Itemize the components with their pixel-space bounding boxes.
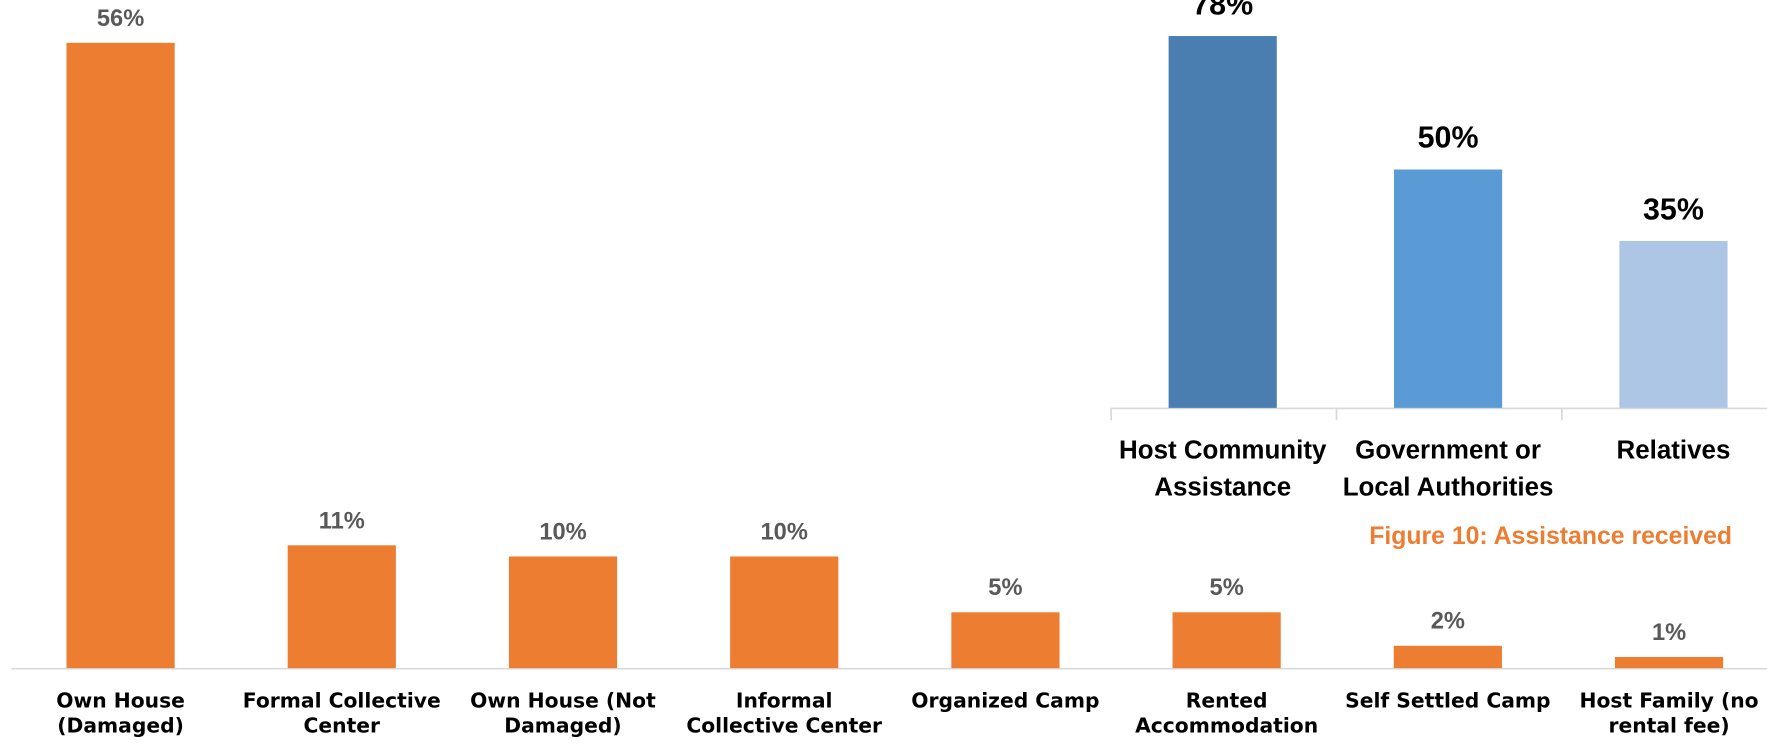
bar [508, 556, 618, 669]
value-label: 10% [539, 519, 587, 546]
category-label: Host Community Assistance [1119, 434, 1327, 502]
bar [287, 545, 396, 669]
category-label: Government or Local Authorities [1342, 434, 1554, 502]
bar [1393, 645, 1502, 669]
category-label: Own House (Damaged) [56, 689, 185, 738]
bar [951, 612, 1060, 669]
bar [1168, 36, 1277, 408]
value-label: 5% [1209, 575, 1244, 602]
bar [730, 556, 839, 669]
bar [66, 42, 175, 669]
bar [1393, 169, 1503, 408]
category-label: Host Family (no rental fee) [1579, 689, 1759, 738]
value-label: 10% [760, 519, 808, 546]
category-label: Relatives [1616, 434, 1731, 465]
category-label: Formal Collective Center [242, 689, 441, 738]
category-label: Organized Camp [911, 689, 1100, 714]
category-label: Rented Accommodation [1135, 689, 1319, 738]
figure-caption: Figure 10: Assistance received [1369, 521, 1733, 550]
category-label: Self Settled Camp [1345, 689, 1551, 714]
bar [1619, 241, 1728, 408]
category-label: Own House (Not Damaged) [470, 689, 656, 738]
bar [1614, 656, 1724, 669]
value-label: 56% [96, 5, 145, 32]
value-label: 50% [1417, 121, 1479, 155]
value-label: 1% [1651, 619, 1687, 646]
value-label: 78% [1192, 0, 1254, 22]
value-label: 2% [1430, 608, 1465, 635]
value-label: 5% [988, 575, 1023, 602]
bar [1172, 612, 1281, 669]
value-label: 11% [318, 508, 365, 535]
value-label: 35% [1642, 192, 1704, 227]
category-label: Informal Collective Center [686, 689, 883, 738]
